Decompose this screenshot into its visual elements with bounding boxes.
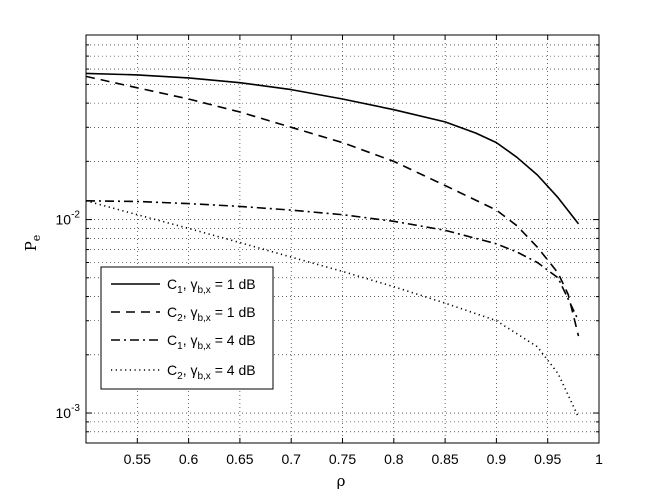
x-tick-label: 0.85 [431,451,458,467]
legend-label-sym: γ [190,332,197,348]
legend-label: C1, γb,x = 4 dB [167,332,256,352]
legend-label-sub1: 1 [177,341,183,352]
legend-label-sub2: b,x [197,285,210,296]
y-tick-label: 10-2 [56,210,81,228]
x-tick-label: 0.55 [124,451,151,467]
series-line-2 [85,75,580,337]
y-tick-label-exponent: -3 [71,403,80,414]
legend-label-main: C [167,304,177,320]
x-tick-label: 0.7 [281,451,301,467]
x-tick-label: 0.75 [329,451,356,467]
y-tick-label-exponent: -2 [71,210,80,221]
legend-label-sym: γ [190,362,197,378]
legend-label-rest: = 4 dB [211,362,256,378]
legend-box [100,266,274,390]
legend-label-sub2: b,x [197,371,210,382]
y-tick-label-base: 10 [56,405,72,421]
legend-label-main: C [167,332,177,348]
axis-ticks [86,34,600,444]
legend-label-sub2: b,x [197,313,210,324]
x-tick-label: 1 [595,451,603,467]
x-tick-labels: 0.55 0.6 0.65 0.7 0.75 0.8 0.85 0.9 0.95 1 [124,451,603,467]
x-axis-label: ρ [337,472,346,490]
legend-label-rest: = 4 dB [211,332,256,348]
legend-label-main: C [167,276,177,292]
legend-label-sep: , [183,362,191,378]
y-tick-labels: 10-210-3 [56,210,81,421]
legend-label-sym: γ [190,304,197,320]
legend-label: C1, γb,x = 1 dB [167,276,256,296]
y-tick-label: 10-3 [56,403,81,421]
y-axis-label: Pe [22,235,43,252]
legend-label: C2, γb,x = 1 dB [167,304,256,324]
legend-label-rest: = 1 dB [211,304,256,320]
legend-label-sub2: b,x [197,341,210,352]
x-tick-label: 0.6 [179,451,199,467]
legend-label-sep: , [183,332,191,348]
legend-label-sym: γ [190,276,197,292]
legend-label-sub1: 1 [177,285,183,296]
legend-label-sep: , [183,304,191,320]
y-axis-label-subscript: e [30,235,43,242]
x-tick-label: 0.9 [487,451,507,467]
y-axis-label-main: P [22,241,40,251]
legend-label-sub1: 2 [177,371,183,382]
series-line-3 [85,200,580,322]
y-tick-label-base: 10 [56,212,72,228]
series-lines [85,72,580,418]
x-tick-label: 0.65 [226,451,253,467]
x-tick-label: 0.8 [384,451,404,467]
legend-label: C2, γb,x = 4 dB [167,362,256,382]
legend-label-main: C [167,362,177,378]
x-tick-label: 0.95 [534,451,561,467]
legend-label-sep: , [183,276,191,292]
legend-label-rest: = 1 dB [211,276,256,292]
legend-label-sub1: 2 [177,313,183,324]
series-line-1 [85,72,580,225]
